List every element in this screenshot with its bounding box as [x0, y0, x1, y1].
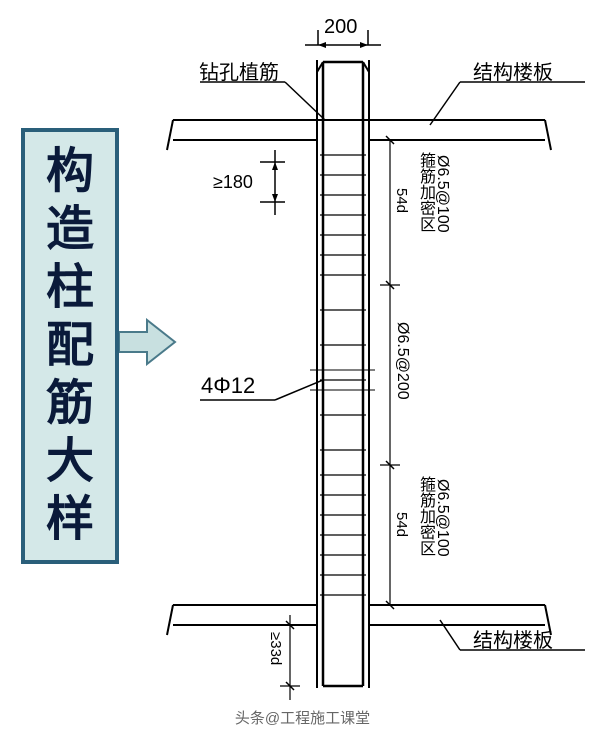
footer-text: 头条@工程施工课堂 — [235, 707, 370, 728]
length-54d-top: 54d — [393, 188, 410, 213]
diagram-area: 200 钻孔植筋 结构楼板 ≥180 4Φ12 结构楼板 54d 箍筋加密区 Ø… — [165, 0, 605, 733]
title-char: 样 — [46, 491, 94, 549]
title-char: 柱 — [46, 259, 94, 317]
struct-slab-bot-label: 结构楼板 — [473, 624, 553, 653]
title-char: 构 — [46, 143, 94, 201]
spacing-180-label: ≥180 — [213, 172, 253, 193]
stirrup-dense-bot: Ø6.5@100 — [433, 479, 451, 557]
anchor-33d: ≥33d — [267, 632, 284, 665]
title-char: 大 — [46, 433, 94, 491]
stirrup-dense-top: Ø6.5@100 — [433, 155, 451, 233]
main-bar-label: 4Φ12 — [201, 373, 255, 399]
title-char: 配 — [46, 317, 94, 375]
top-dim-label: 200 — [324, 16, 357, 39]
drill-rebar-label: 钻孔植筋 — [199, 56, 279, 85]
struct-slab-top-label: 结构楼板 — [473, 56, 553, 85]
title-char: 造 — [46, 201, 94, 259]
stirrup-normal: Ø6.5@200 — [393, 322, 411, 400]
title-char: 筋 — [46, 375, 94, 433]
title-box: 构 造 柱 配 筋 大 样 — [21, 128, 119, 564]
top-dimension — [165, 0, 605, 700]
length-54d-bot: 54d — [393, 512, 410, 537]
